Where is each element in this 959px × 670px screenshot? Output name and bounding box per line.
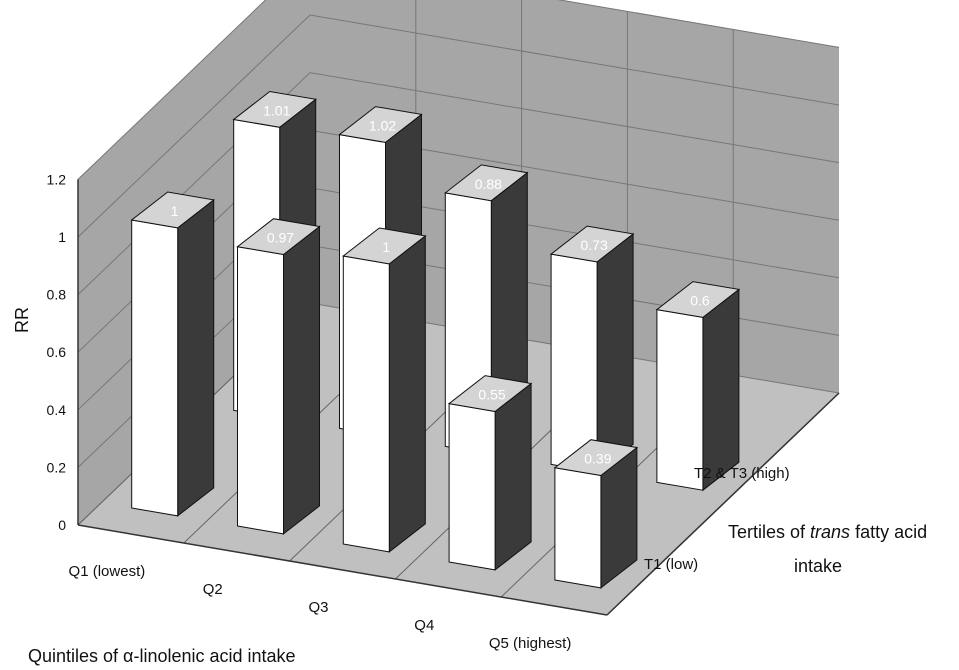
x-axis-title: Quintiles of α-linolenic acid intake (28, 646, 296, 666)
bar-side (702, 288, 740, 492)
y-tick-label: 0.2 (47, 459, 67, 475)
bar-value-label: 0.88 (475, 176, 502, 192)
bar: 0.55 (447, 375, 533, 571)
x-tick-label: Q4 (414, 617, 434, 634)
bar: 0.39 (553, 439, 639, 589)
depth-axis-title: Tertiles of trans fatty acid (728, 522, 927, 542)
bar-value-label: 0.73 (581, 237, 608, 253)
depth-axis-title-pre: Tertiles of (728, 522, 810, 542)
bar-top (553, 439, 639, 477)
bar-top (447, 375, 533, 413)
bar-top (232, 90, 317, 128)
x-tick-label: Q5 (highest) (489, 635, 572, 652)
bar-value-label: 0.55 (478, 387, 505, 403)
depth-axis-title-post: fatty acid (850, 522, 927, 542)
y-axis-title: RR (12, 307, 32, 333)
bar: 1 (130, 191, 215, 517)
bar-side (596, 232, 634, 474)
bar-value-label: 1 (382, 239, 390, 255)
gridline (77, 0, 840, 180)
bar: 0.73 (549, 225, 635, 474)
bar-top (338, 106, 423, 143)
bar-top (549, 225, 635, 263)
depth-axis-title-italic: trans (810, 522, 850, 542)
bar-face (448, 403, 496, 571)
gridline (77, 14, 840, 238)
bar-top (236, 218, 321, 256)
bar: 0.6 (655, 281, 741, 492)
depth-axis-title-line2: intake (794, 556, 842, 576)
x-tick-label: Q3 (308, 599, 328, 616)
x-tick-label: Q2 (203, 581, 223, 598)
bar-value-label: 0.97 (267, 230, 294, 246)
y-tick-label: 0.8 (47, 287, 67, 303)
bar-face (342, 255, 390, 553)
y-tick-label: 1.2 (47, 171, 67, 187)
bar-top (130, 191, 215, 229)
bar: 0.97 (236, 218, 321, 535)
bar: 1 (342, 227, 427, 553)
bar-side (177, 198, 215, 517)
bar-face (237, 246, 284, 535)
depth-tick-label: T1 (low) (644, 556, 698, 573)
bar-value-label: 0.39 (584, 451, 611, 467)
bar-face (554, 467, 602, 589)
x-axis-category-labels: Q1 (lowest) Q2 Q3 Q4 Q5 (highest) (69, 563, 572, 652)
bar-face (131, 219, 179, 517)
bar-value-label: 1.01 (263, 102, 290, 118)
bar-top (655, 281, 741, 318)
y-tick-label: 0.4 (47, 402, 67, 418)
bars: 1.01 1.02 0.88 0.73 0.6 1 0.97 1 0.55 0.39 (130, 90, 741, 589)
bar-side (388, 234, 426, 553)
x-axis-line (77, 524, 608, 616)
depth-tick-label: T2 & T3 (high) (694, 465, 790, 482)
bar-side (283, 225, 320, 535)
bar-face (656, 309, 704, 491)
y-tick-label: 1 (58, 229, 66, 245)
bar-top (444, 164, 529, 202)
y-tick-label: 0.6 (47, 344, 67, 360)
bar-face (550, 253, 598, 473)
y-tick-label: 0 (58, 517, 66, 533)
y-axis-ticks: 0 0.2 0.4 0.6 0.8 1 1.2 (47, 171, 67, 533)
bar-value-label: 0.6 (690, 292, 710, 308)
bar-top (342, 227, 427, 265)
bar-value-label: 1 (171, 203, 179, 219)
bar-value-label: 1.02 (369, 118, 396, 134)
depth-axis-labels: T1 (low) T2 & T3 (high) (644, 465, 790, 573)
depth-axis-line (606, 392, 840, 616)
bar-side (494, 382, 532, 571)
x-tick-label: Q1 (lowest) (69, 563, 146, 580)
